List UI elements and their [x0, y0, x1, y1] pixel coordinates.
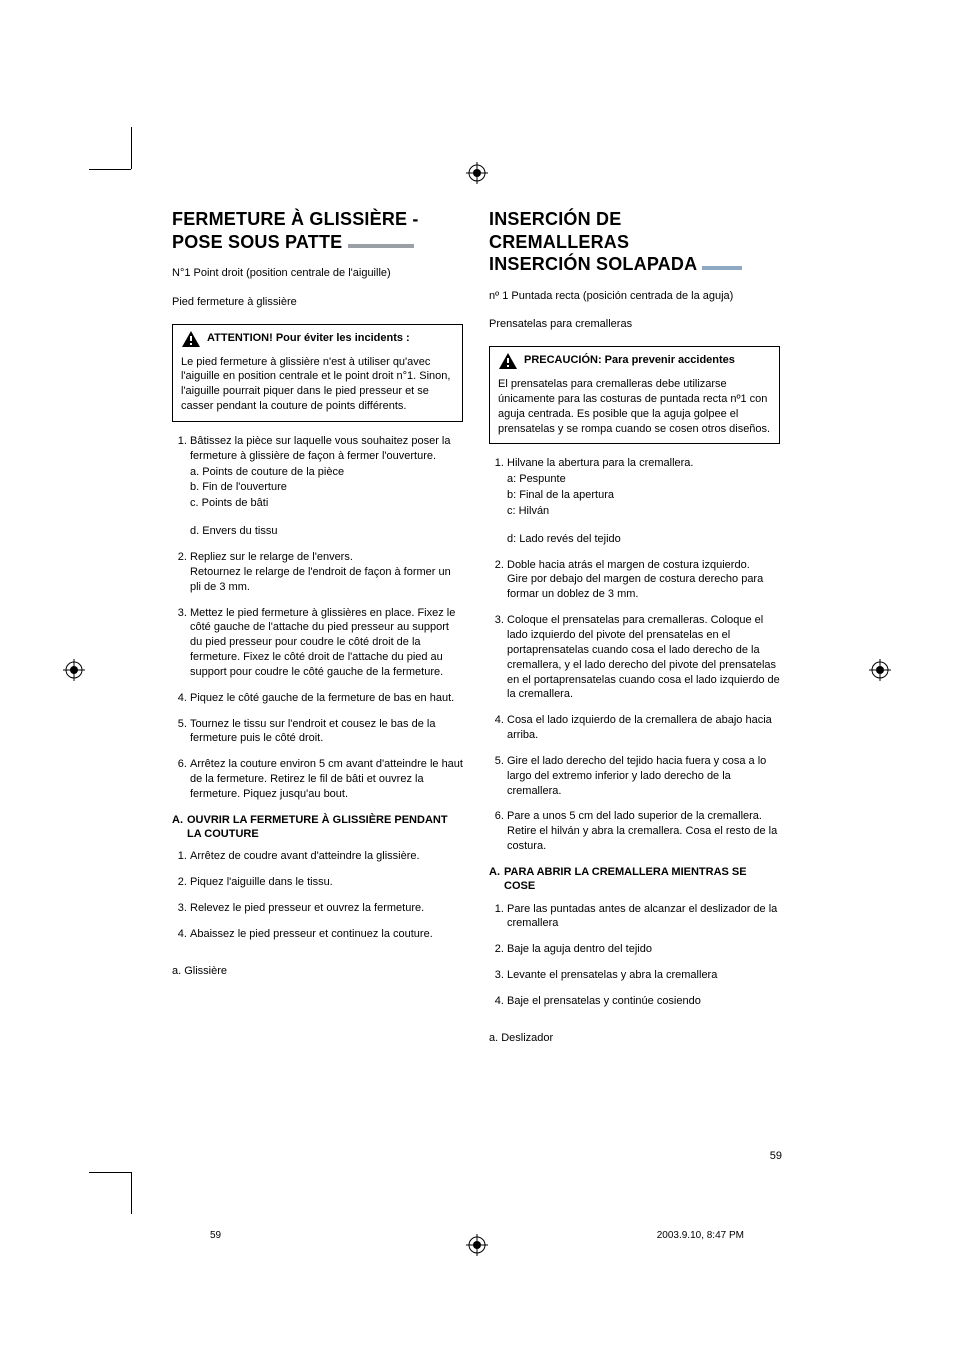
section-a-note-fr: a. Glissière — [172, 964, 463, 979]
page-content: FERMETURE À GLISSIÈRE - POSE SOUS PATTE … — [172, 208, 780, 1046]
column-french: FERMETURE À GLISSIÈRE - POSE SOUS PATTE … — [172, 208, 463, 1046]
step-text: Piquez l'aiguille dans le tissu. — [190, 876, 333, 888]
step-item: Bâtissez la pièce sur laquelle vous souh… — [190, 434, 463, 539]
step-sub: d. Envers du tissu — [190, 524, 463, 539]
step-sub: c. Points de bâti — [190, 496, 463, 511]
step-item: Repliez sur le relarge de l'envers. Reto… — [190, 550, 463, 595]
section-a-steps-es: Pare las puntadas antes de alcanzar el d… — [489, 902, 780, 1009]
warning-box-fr: ATTENTION! Pour éviter les incidents : L… — [172, 324, 463, 422]
title-fr-line1: FERMETURE À GLISSIÈRE - — [172, 209, 419, 229]
warning-icon — [498, 352, 518, 375]
step-item: Mettez le pied fermeture à glissières en… — [190, 606, 463, 680]
stitch-info-es: nº 1 Puntada recta (posición centrada de… — [489, 289, 780, 304]
step-text: Pare las puntadas antes de alcanzar el d… — [507, 903, 777, 930]
step-item: Relevez le pied presseur et ouvrez la fe… — [190, 901, 463, 916]
page-number: 59 — [770, 1150, 782, 1162]
step-text: Mettez le pied fermeture à glissières en… — [190, 607, 455, 678]
step-text: Baje el prensatelas y continúe cosiendo — [507, 995, 701, 1007]
title-es-line2: CREMALLERAS — [489, 232, 629, 252]
step-text: Piquez le côté gauche de la fermeture de… — [190, 692, 454, 704]
step-item: Baje el prensatelas y continúe cosiendo — [507, 994, 780, 1009]
section-a-note-es: a. Deslizador — [489, 1031, 780, 1046]
title-es-line1: INSERCIÓN DE — [489, 209, 621, 229]
section-a-steps-fr: Arrêtez de coudre avant d'atteindre la g… — [172, 849, 463, 941]
step-text: Repliez sur le relarge de l'envers. Reto… — [190, 551, 451, 593]
step-item: Piquez l'aiguille dans le tissu. — [190, 875, 463, 890]
footer: 59 2003.9.10, 8:47 PM — [210, 1230, 744, 1241]
column-spanish: INSERCIÓN DE CREMALLERAS INSERCIÓN SOLAP… — [489, 208, 780, 1046]
step-item: Baje la aguja dentro del tejido — [507, 942, 780, 957]
registration-mark-top — [466, 162, 488, 184]
step-item: Piquez le côté gauche de la fermeture de… — [190, 691, 463, 706]
registration-mark-left — [63, 659, 85, 681]
step-item: Levante el prensatelas y abra la cremall… — [507, 968, 780, 983]
foot-info-fr: Pied fermeture à glissière — [172, 295, 463, 310]
step-item: Arrêtez la couture environ 5 cm avant d'… — [190, 757, 463, 802]
registration-mark-right — [869, 659, 891, 681]
step-item: Doble hacia atrás el margen de costura i… — [507, 558, 780, 603]
warning-body-es: El prensatelas para cremalleras debe uti… — [498, 377, 771, 436]
footer-right: 2003.9.10, 8:47 PM — [657, 1230, 744, 1241]
section-a-heading-es: A. PARA ABRIR LA CREMALLERA MIENTRAS SE … — [489, 865, 780, 894]
step-sub: a: Pespunte — [507, 472, 780, 487]
steps-es: Hilvane la abertura para la cremallera. … — [489, 456, 780, 854]
crop-mark — [131, 1172, 132, 1214]
foot-info-es: Prensatelas para cremalleras — [489, 317, 780, 332]
step-text: Doble hacia atrás el margen de costura i… — [507, 559, 763, 601]
warning-box-es: PRECAUCIÓN: Para prevenir accidentes El … — [489, 346, 780, 444]
step-text: Pare a unos 5 cm del lado superior de la… — [507, 810, 777, 852]
step-item: Tournez le tissu sur l'endroit et cousez… — [190, 717, 463, 747]
step-text: Coloque el prensatelas para cremalleras.… — [507, 614, 780, 700]
step-item: Pare las puntadas antes de alcanzar el d… — [507, 902, 780, 932]
step-text: Hilvane la abertura para la cremallera. — [507, 457, 693, 469]
section-a-label: A. — [172, 813, 183, 842]
title-fr: FERMETURE À GLISSIÈRE - POSE SOUS PATTE — [172, 208, 463, 254]
step-text: Relevez le pied presseur et ouvrez la fe… — [190, 902, 424, 914]
warning-heading-fr: ATTENTION! Pour éviter les incidents : — [207, 331, 410, 346]
title-rule-fr — [348, 232, 414, 255]
crop-mark — [131, 127, 132, 169]
stitch-info-fr: N°1 Point droit (position centrale de l'… — [172, 266, 463, 281]
title-rule-es — [702, 254, 742, 277]
step-text: Cosa el lado izquierdo de la cremallera … — [507, 714, 772, 741]
warning-icon — [181, 330, 201, 353]
step-item: Abaissez le pied presseur et continuez l… — [190, 927, 463, 942]
step-text: Baje la aguja dentro del tejido — [507, 943, 652, 955]
step-text: Tournez le tissu sur l'endroit et cousez… — [190, 718, 435, 745]
crop-mark — [89, 1172, 131, 1173]
step-text: Bâtissez la pièce sur laquelle vous souh… — [190, 435, 450, 462]
title-es: INSERCIÓN DE CREMALLERAS INSERCIÓN SOLAP… — [489, 208, 780, 277]
step-item: Gire el lado derecho del tejido hacia fu… — [507, 754, 780, 799]
footer-left: 59 — [210, 1230, 221, 1241]
step-item: Coloque el prensatelas para cremalleras.… — [507, 613, 780, 702]
step-sub: b: Final de la apertura — [507, 488, 780, 503]
step-sub: d: Lado revés del tejido — [507, 532, 780, 547]
step-sub: b. Fin de l'ouverture — [190, 480, 463, 495]
section-a-title: PARA ABRIR LA CREMALLERA MIENTRAS SE COS… — [504, 865, 780, 894]
step-item: Pare a unos 5 cm del lado superior de la… — [507, 809, 780, 854]
section-a-title: OUVRIR LA FERMETURE À GLISSIÈRE PENDANT … — [187, 813, 463, 842]
crop-mark — [89, 169, 131, 170]
steps-fr: Bâtissez la pièce sur laquelle vous souh… — [172, 434, 463, 802]
step-text: Abaissez le pied presseur et continuez l… — [190, 928, 433, 940]
step-item: Arrêtez de coudre avant d'atteindre la g… — [190, 849, 463, 864]
warning-body-fr: Le pied fermeture à glissière n'est à ut… — [181, 355, 454, 414]
step-text: Gire el lado derecho del tejido hacia fu… — [507, 755, 766, 797]
step-text: Levante el prensatelas y abra la cremall… — [507, 969, 717, 981]
warning-heading-es: PRECAUCIÓN: Para prevenir accidentes — [524, 353, 735, 368]
step-text: Arrêtez de coudre avant d'atteindre la g… — [190, 850, 420, 862]
title-es-line3: INSERCIÓN SOLAPADA — [489, 254, 697, 274]
step-item: Cosa el lado izquierdo de la cremallera … — [507, 713, 780, 743]
step-item: Hilvane la abertura para la cremallera. … — [507, 456, 780, 546]
title-fr-line2: POSE SOUS PATTE — [172, 232, 342, 252]
section-a-label: A. — [489, 865, 500, 894]
section-a-heading-fr: A. OUVRIR LA FERMETURE À GLISSIÈRE PENDA… — [172, 813, 463, 842]
step-sub: a. Points de couture de la pièce — [190, 465, 463, 480]
step-text: Arrêtez la couture environ 5 cm avant d'… — [190, 758, 463, 800]
step-sub: c: Hilván — [507, 504, 780, 519]
